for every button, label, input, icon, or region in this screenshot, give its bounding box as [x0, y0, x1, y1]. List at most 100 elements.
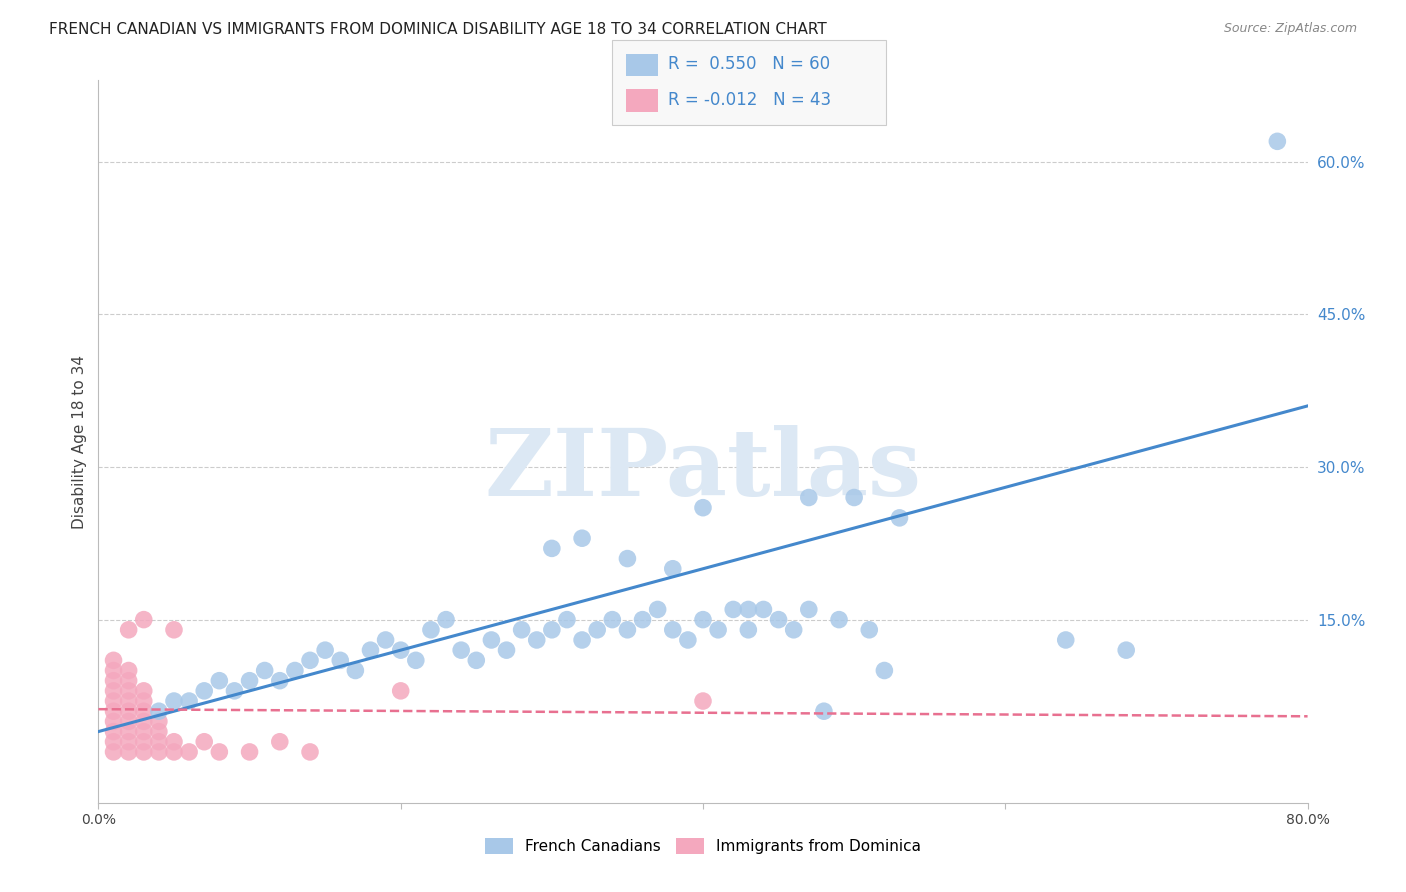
Point	[132, 694, 155, 708]
Point	[132, 684, 155, 698]
Point	[797, 491, 820, 505]
Point	[661, 623, 683, 637]
Point	[148, 714, 170, 729]
Point	[389, 684, 412, 698]
Text: R =  0.550   N = 60: R = 0.550 N = 60	[668, 55, 830, 73]
Point	[783, 623, 806, 637]
Point	[103, 684, 125, 698]
Point	[873, 664, 896, 678]
Point	[253, 664, 276, 678]
Point	[329, 653, 352, 667]
Text: FRENCH CANADIAN VS IMMIGRANTS FROM DOMINICA DISABILITY AGE 18 TO 34 CORRELATION : FRENCH CANADIAN VS IMMIGRANTS FROM DOMIN…	[49, 22, 827, 37]
Point	[239, 745, 262, 759]
Point	[752, 602, 775, 616]
Point	[132, 704, 155, 718]
Point	[434, 613, 457, 627]
Point	[118, 694, 141, 708]
Point	[179, 694, 201, 708]
Point	[103, 724, 125, 739]
Point	[405, 653, 427, 667]
Point	[389, 643, 412, 657]
Point	[103, 653, 125, 667]
Point	[103, 694, 125, 708]
Point	[616, 551, 638, 566]
Point	[132, 745, 155, 759]
Point	[813, 704, 835, 718]
Point	[208, 745, 231, 759]
Point	[224, 684, 246, 698]
Point	[420, 623, 443, 637]
Point	[269, 735, 291, 749]
Point	[844, 491, 866, 505]
Point	[103, 745, 125, 759]
Point	[118, 704, 141, 718]
Legend: French Canadians, Immigrants from Dominica: French Canadians, Immigrants from Domini…	[479, 832, 927, 860]
Point	[571, 632, 593, 647]
Point	[540, 623, 562, 637]
Point	[132, 724, 155, 739]
Point	[602, 613, 624, 627]
Point	[118, 745, 141, 759]
Point	[374, 632, 396, 647]
Point	[208, 673, 231, 688]
Point	[692, 613, 714, 627]
Point	[132, 613, 155, 627]
Point	[163, 735, 186, 749]
Point	[148, 735, 170, 749]
Point	[692, 694, 714, 708]
Point	[179, 745, 201, 759]
Point	[616, 623, 638, 637]
Point	[148, 704, 170, 718]
Point	[555, 613, 578, 627]
Point	[797, 602, 820, 616]
Text: Source: ZipAtlas.com: Source: ZipAtlas.com	[1223, 22, 1357, 36]
Point	[692, 500, 714, 515]
Point	[1054, 632, 1077, 647]
Point	[495, 643, 517, 657]
Point	[132, 714, 155, 729]
Point	[148, 724, 170, 739]
Point	[163, 694, 186, 708]
Point	[193, 735, 215, 749]
Text: ZIPatlas: ZIPatlas	[485, 425, 921, 516]
Point	[148, 745, 170, 759]
Point	[163, 623, 186, 637]
Point	[118, 735, 141, 749]
Point	[586, 623, 609, 637]
Point	[481, 632, 503, 647]
Point	[510, 623, 533, 637]
Point	[661, 562, 683, 576]
Point	[118, 684, 141, 698]
Point	[193, 684, 215, 698]
Point	[314, 643, 336, 657]
Point	[889, 511, 911, 525]
Point	[269, 673, 291, 688]
Point	[103, 673, 125, 688]
Point	[103, 714, 125, 729]
Point	[118, 664, 141, 678]
Point	[284, 664, 307, 678]
Point	[526, 632, 548, 647]
Point	[239, 673, 262, 688]
Point	[360, 643, 382, 657]
Point	[1115, 643, 1137, 657]
Point	[737, 602, 759, 616]
Point	[707, 623, 730, 637]
Point	[103, 664, 125, 678]
Point	[1267, 134, 1289, 148]
Text: R = -0.012   N = 43: R = -0.012 N = 43	[668, 91, 831, 109]
Point	[103, 704, 125, 718]
Point	[540, 541, 562, 556]
Point	[450, 643, 472, 657]
Point	[631, 613, 654, 627]
Point	[118, 623, 141, 637]
Point	[118, 673, 141, 688]
Point	[118, 724, 141, 739]
Point	[118, 714, 141, 729]
Point	[676, 632, 699, 647]
Point	[571, 531, 593, 545]
Point	[723, 602, 745, 616]
Point	[344, 664, 367, 678]
Y-axis label: Disability Age 18 to 34: Disability Age 18 to 34	[72, 354, 87, 529]
Point	[299, 745, 322, 759]
